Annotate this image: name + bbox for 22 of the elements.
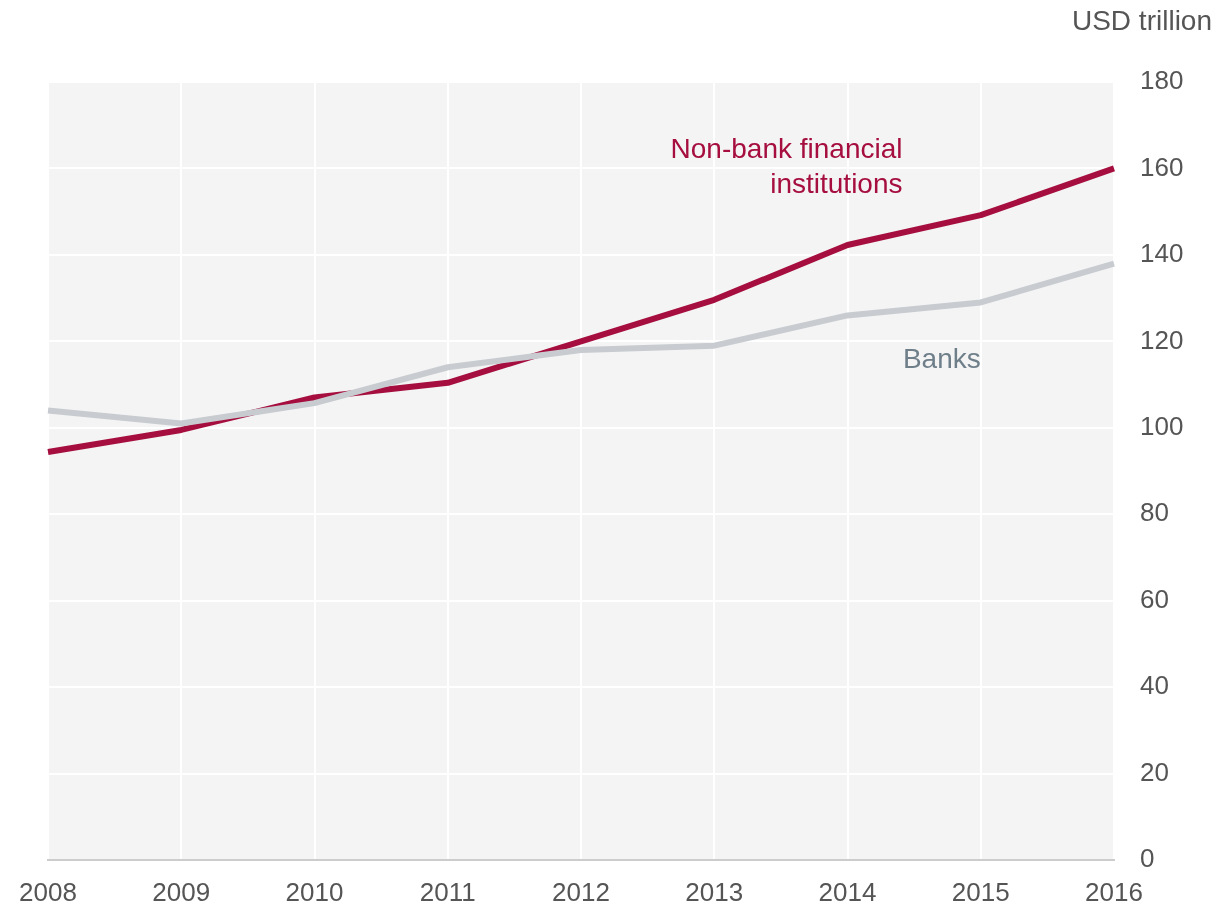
y-tick-label: 20 — [1140, 756, 1169, 787]
y-tick-label: 0 — [1140, 843, 1155, 874]
x-tick-label: 2013 — [685, 876, 744, 907]
y-tick-label: 60 — [1140, 583, 1169, 614]
x-tick-label: 2009 — [152, 876, 211, 907]
x-tick-label: 2016 — [1085, 876, 1143, 907]
y-tick-label: 160 — [1140, 151, 1184, 182]
x-tick-label: 2010 — [285, 876, 344, 907]
y-tick-label: 140 — [1140, 238, 1184, 269]
x-tick-label: 2008 — [19, 876, 77, 907]
y-tick-label: 40 — [1140, 670, 1169, 701]
y-axis-title: USD trillion — [1071, 4, 1212, 36]
y-tick-label: 180 — [1140, 65, 1184, 96]
y-tick-label: 100 — [1140, 410, 1184, 441]
y-tick-label: 120 — [1140, 324, 1184, 355]
x-tick-label: 2015 — [951, 876, 1010, 907]
x-tick-label: 2014 — [818, 876, 877, 907]
x-tick-label: 2012 — [552, 876, 610, 907]
x-tick-label: 2011 — [419, 876, 476, 907]
series-label: Non-bank financial institutions — [670, 132, 903, 199]
y-tick-label: 80 — [1140, 497, 1169, 528]
series-label: Banks — [902, 343, 981, 375]
